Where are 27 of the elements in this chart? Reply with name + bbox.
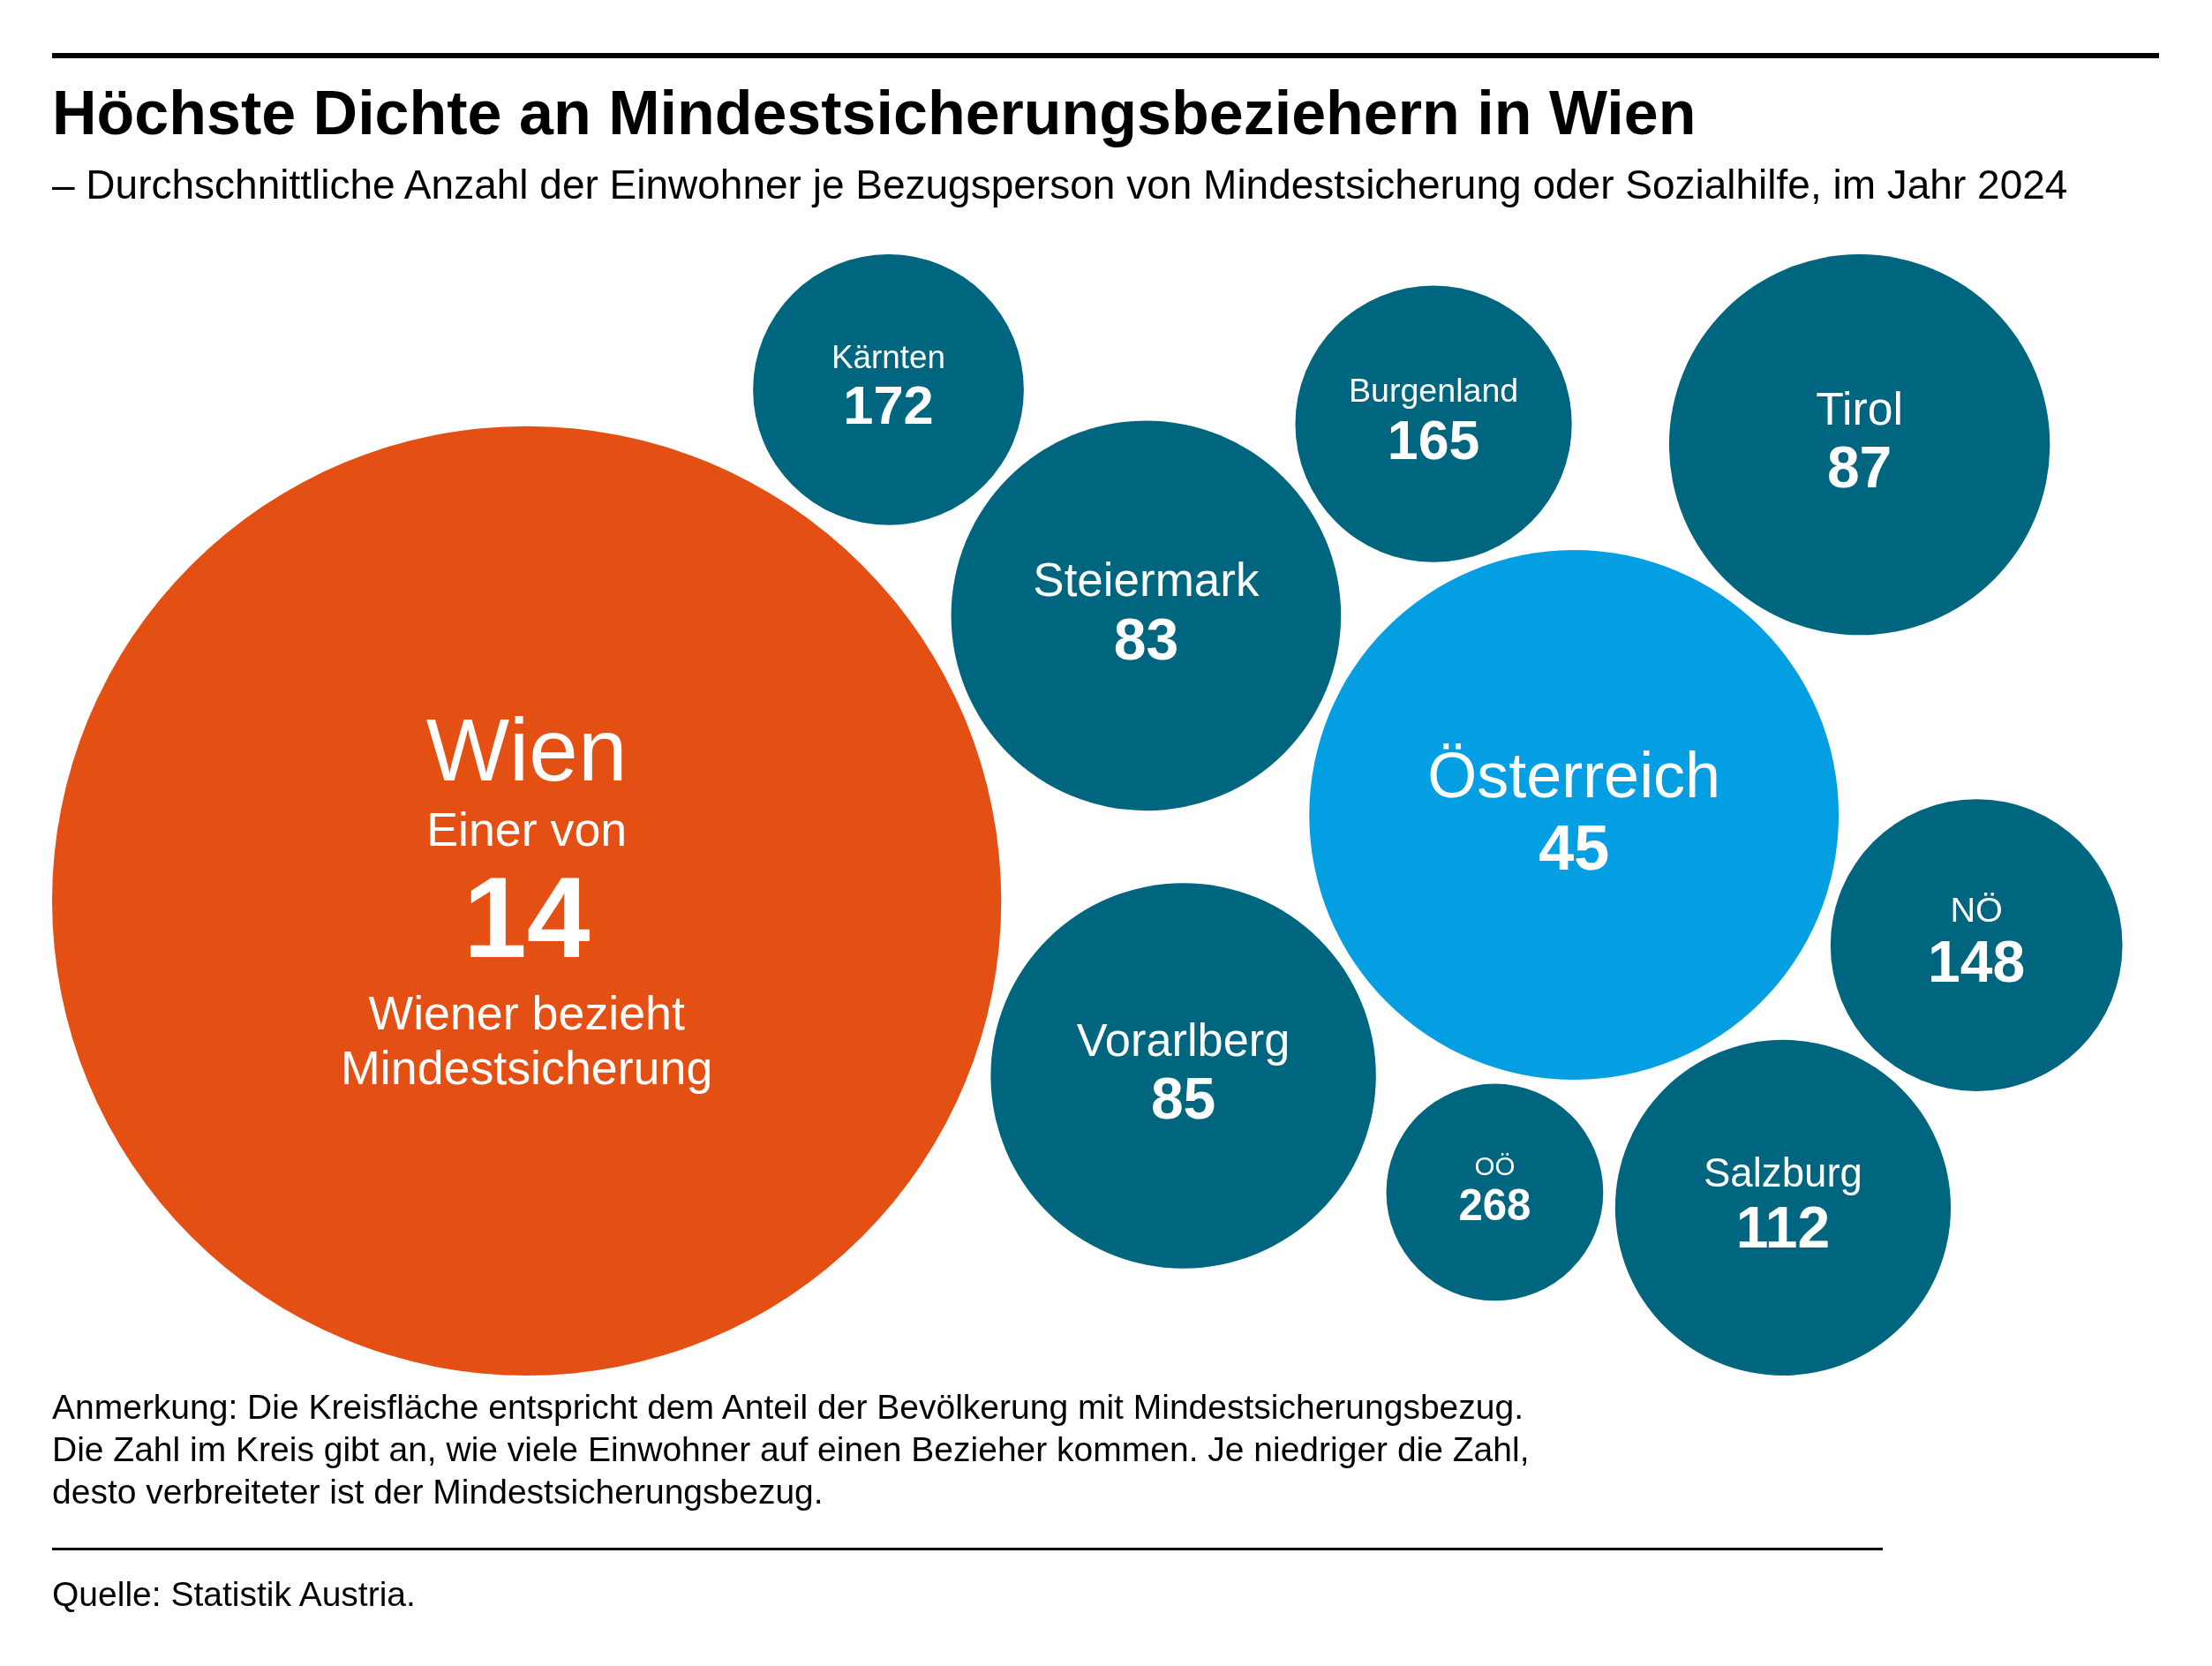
category-label: Tirol (1816, 383, 1903, 435)
text: Wiener bezieht Mindestsicherung (341, 986, 713, 1094)
text: – Durchschnittliche Anzahl der Einwohner je Bezugsperson von Mindestsicherung oder Sozialhilfe, im Jahr 2024 (52, 161, 2068, 208)
text: Höchste Dichte an Mindestsicherungsbeziehern in Wien (52, 78, 1697, 149)
category-label: Österreich (1427, 739, 1721, 810)
data-label: 172 (843, 374, 934, 436)
category-label: Kärnten (831, 339, 945, 376)
category-label: OÖ (1474, 1151, 1516, 1180)
data-label: 14 (463, 854, 591, 982)
data-label: 83 (1113, 606, 1179, 672)
data-label: 148 (1928, 929, 2026, 995)
data-label: 45 (1539, 811, 1610, 883)
category-label: Burgenland (1348, 372, 1519, 410)
category-label: Salzburg (1703, 1150, 1862, 1195)
data-label: 85 (1150, 1066, 1216, 1132)
category-label: NÖ (1950, 890, 2003, 930)
data-label: 112 (1735, 1195, 1831, 1261)
category-label: Steiermark (1033, 554, 1260, 607)
source-note: Quelle: Statistik Austria. (52, 1574, 416, 1615)
category-label: Wien (425, 699, 628, 799)
text: Die Zahl im Kreis gibt an, wie viele Einwohner auf einen Bezieher kommen. Je niedriger die Zahl, desto verbreiteter ist der Mindestsicherungsbezug. (52, 1429, 1531, 1512)
data-label: 165 (1387, 408, 1480, 471)
text: Anmerkung: Die Kreisfläche entspricht dem Anteil der Bevölkerung mit Mindestsicherungsbezug. (52, 1387, 1524, 1428)
category-label: Vorarlberg (1076, 1014, 1290, 1066)
text: Einer von (426, 803, 628, 856)
data-label: 87 (1826, 434, 1892, 501)
data-label: 268 (1458, 1180, 1531, 1229)
